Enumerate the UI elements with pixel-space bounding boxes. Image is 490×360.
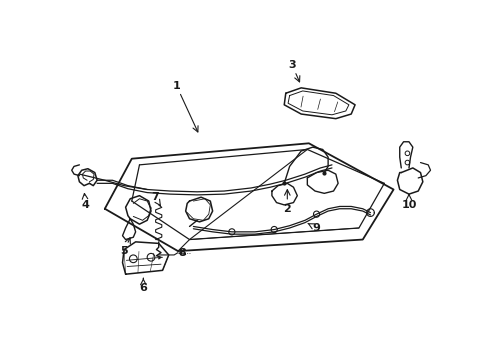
Text: 5: 5 xyxy=(120,246,128,256)
Text: 4: 4 xyxy=(82,200,90,210)
Text: 1: 1 xyxy=(172,81,180,91)
Text: 8: 8 xyxy=(178,248,186,258)
Text: 3: 3 xyxy=(288,60,296,70)
Text: 10: 10 xyxy=(401,200,416,210)
Text: 6: 6 xyxy=(139,283,147,293)
Text: 2: 2 xyxy=(283,204,291,214)
Text: 7: 7 xyxy=(151,192,159,202)
Text: 9: 9 xyxy=(313,223,320,233)
